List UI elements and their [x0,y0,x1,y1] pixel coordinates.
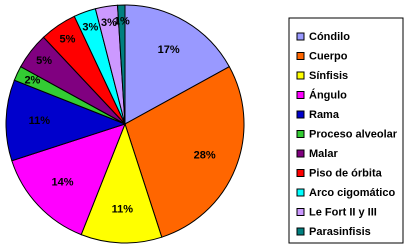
pie-slice [124,65,245,238]
legend-label: Arco cigomático [309,187,395,199]
data-label: 3% [82,22,98,34]
data-label: 2% [24,74,40,86]
legend-swatch [296,91,305,99]
legend-swatch [296,227,305,236]
legend-box [288,17,404,244]
legend-label: Sínfisis [309,70,348,82]
legend-swatch [296,149,305,158]
data-label: 3% [101,17,117,29]
legend-swatch [296,71,305,80]
data-label: 5% [60,33,76,45]
data-label: 5% [36,55,52,67]
legend-label: Cuerpo [309,50,348,62]
data-label: 14% [52,177,74,189]
pie-slice [116,4,126,125]
legend-swatch [296,110,305,119]
legend-swatch [296,169,305,177]
legend-label: Le Fort II y III [309,206,377,218]
legend-label: Cóndilo [309,31,350,43]
legend-swatch [296,130,305,138]
pie-slice [80,122,163,244]
data-label: 11% [29,115,51,127]
legend-label: Parasinfisis [309,226,371,238]
legend-label: Ángulo [309,88,347,101]
data-label: 11% [112,204,134,216]
pie-slice [5,79,127,162]
legend-swatch [296,32,305,41]
pie-slice [124,4,230,125]
legend-label: Rama [309,109,340,121]
legend-label: Proceso alveolar [309,128,398,140]
legend-swatch [296,188,305,197]
legend-label: Malar [309,148,338,160]
data-label: 17% [158,44,180,56]
legend-label: Piso de órbita [309,167,383,179]
data-label: 1% [114,16,130,28]
legend-swatch [296,208,305,216]
data-label: 28% [194,149,216,161]
legend-swatch [296,52,305,60]
